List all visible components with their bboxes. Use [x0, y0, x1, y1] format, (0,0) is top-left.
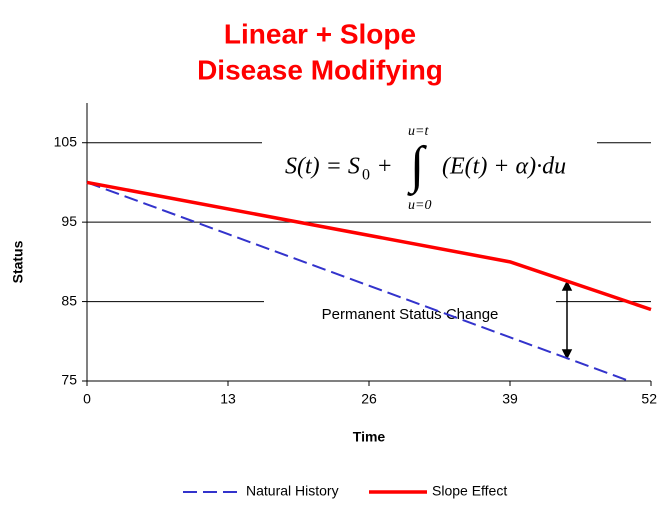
- y-tick-label: 75: [61, 372, 77, 388]
- formula-plus: +: [378, 154, 392, 180]
- formula-lhs: S(t) = S: [285, 154, 360, 180]
- x-tick-label: 39: [502, 391, 518, 407]
- legend-label: Slope Effect: [432, 483, 507, 499]
- x-tick-label: 26: [361, 391, 377, 407]
- formula: S(t) = S 0 + ∫ (E(t) + α)·du u=t u=0: [285, 124, 566, 213]
- chart-title: Linear + Slope: [224, 18, 416, 49]
- x-tick-label: 0: [83, 391, 91, 407]
- annotation: Permanent Status Change: [322, 306, 499, 323]
- annotation-box: [264, 292, 556, 314]
- series-line: [86, 181, 630, 382]
- x-tick-label: 52: [641, 391, 657, 407]
- formula-upper: u=t: [408, 124, 429, 139]
- x-axis-label: Time: [353, 429, 386, 445]
- formula-box: [262, 118, 597, 216]
- y-axis-label: Status: [10, 240, 26, 283]
- arrow: [561, 280, 573, 360]
- y-tick-label: 105: [54, 133, 78, 149]
- formula-integral: ∫: [407, 137, 427, 196]
- y-tick-label: 85: [61, 292, 77, 308]
- chart-title: Disease Modifying: [197, 54, 443, 85]
- legend-label: Natural History: [246, 483, 339, 499]
- formula-lower: u=0: [408, 198, 431, 213]
- y-tick-label: 95: [61, 213, 77, 229]
- series-line: [86, 180, 652, 312]
- x-tick-label: 13: [220, 391, 236, 407]
- formula-integrand: (E(t) + α)·du: [442, 154, 566, 180]
- formula-sub: 0: [362, 167, 370, 184]
